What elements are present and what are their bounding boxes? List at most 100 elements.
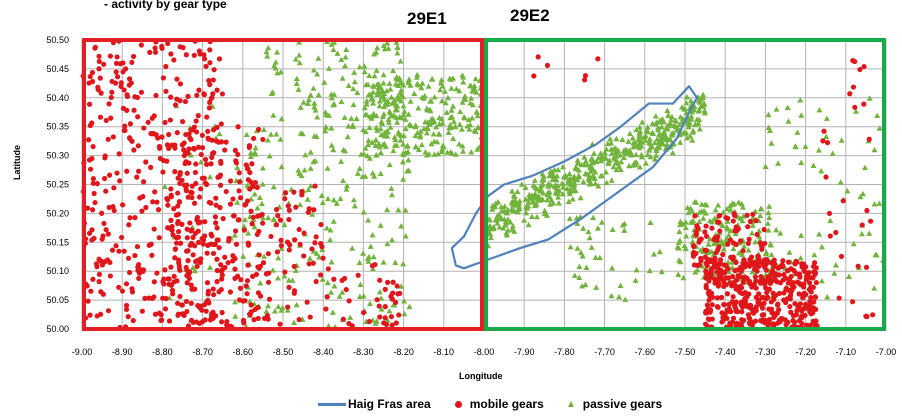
passive-gear-point — [231, 232, 238, 238]
legend-item-mobile-gears: mobile gears — [454, 397, 544, 411]
mobile-gear-point — [235, 151, 241, 158]
mobile-gear-point — [803, 277, 809, 283]
passive-gear-point — [664, 136, 671, 143]
passive-gear-point — [545, 183, 552, 189]
passive-gear-point — [373, 137, 380, 143]
x-axis-label: Longitude — [459, 371, 503, 381]
mobile-gear-point — [186, 146, 192, 152]
mobile-gear-point — [185, 248, 191, 254]
passive-gear-point — [363, 97, 370, 104]
passive-gear-point — [271, 62, 278, 69]
passive-gear-point — [344, 182, 351, 189]
passive-gear-point — [400, 176, 407, 182]
mobile-gear-point — [193, 258, 199, 265]
mobile-gear-point — [255, 264, 261, 270]
mobile-gear-point — [763, 267, 770, 273]
mobile-gear-point — [189, 240, 195, 247]
mobile-gear-point — [171, 279, 177, 285]
mobile-gear-point — [824, 140, 831, 146]
x-tick-label: -7.30 — [755, 347, 776, 357]
mobile-gear-point — [113, 243, 119, 249]
mobile-gear-point — [704, 262, 710, 269]
mobile-gear-point — [789, 283, 795, 289]
mobile-gear-point — [170, 291, 176, 297]
passive-gear-point — [559, 190, 566, 197]
passive-gear-point — [395, 206, 402, 213]
haig-fras-line-swatch — [318, 402, 346, 406]
mobile-gear-point — [122, 123, 128, 129]
mobile-gear-point — [301, 230, 307, 236]
mobile-gear-point — [726, 301, 732, 307]
mobile-gear-point — [807, 322, 813, 328]
mobile-gear-point — [93, 261, 100, 267]
passive-gear-point — [374, 88, 381, 94]
passive-gear-point — [622, 146, 629, 153]
passive-gear-point — [550, 200, 557, 206]
mobile-gear-point — [711, 236, 717, 243]
passive-gear-point — [465, 116, 472, 123]
passive-gear-point — [457, 108, 464, 115]
passive-gear-point — [555, 194, 562, 200]
mobile-gear-point — [179, 221, 185, 227]
mobile-gear-point — [140, 179, 147, 185]
passive-gear-point — [777, 230, 784, 236]
mobile-gear-point — [313, 278, 319, 285]
passive-gear-point — [579, 253, 586, 259]
passive-gear-point — [559, 163, 566, 170]
passive-gear-point — [460, 148, 467, 154]
mobile-gear-point — [244, 278, 251, 284]
legend: Haig Fras area mobile gears passive gear… — [318, 397, 662, 411]
passive-gear-point — [574, 245, 581, 251]
passive-gear-point — [689, 238, 696, 245]
mobile-gear-point — [210, 77, 216, 83]
passive-gear-point — [362, 111, 369, 118]
passive-gear-point — [580, 225, 587, 231]
x-tick-label: -8.40 — [313, 347, 334, 357]
mobile-gear-point — [750, 211, 756, 217]
haig-fras-line — [450, 85, 699, 270]
mobile-gear-point — [99, 262, 106, 268]
mobile-gear-point — [730, 315, 737, 321]
passive-gear-point — [380, 259, 387, 265]
passive-gear-point — [650, 130, 657, 137]
mobile-gear-point — [826, 210, 833, 217]
passive-gear-point — [334, 50, 341, 56]
passive-gear-point — [696, 116, 703, 123]
passive-gear-point — [431, 118, 438, 125]
passive-gear-point — [496, 224, 503, 230]
passive-gear-point — [560, 184, 567, 190]
passive-gear-point — [459, 99, 466, 105]
passive-gear-point — [749, 269, 756, 275]
passive-gear-point — [380, 80, 387, 86]
passive-gear-point — [708, 248, 715, 255]
passive-gear-point — [676, 237, 683, 243]
mobile-gear-point — [388, 314, 395, 320]
mobile-gear-point — [170, 142, 176, 149]
passive-gear-point — [570, 183, 577, 190]
mobile-gear-point — [733, 259, 739, 265]
mobile-gear-point — [268, 233, 274, 240]
mobile-gear-point — [773, 292, 779, 298]
mobile-gear-point — [253, 271, 260, 278]
mobile-gear-point — [131, 107, 137, 113]
mobile-gear-point — [694, 223, 700, 229]
mobile-gear-point — [312, 183, 318, 189]
passive-gear-point — [367, 113, 374, 120]
passive-gear-point — [254, 205, 261, 211]
passive-gear-point — [377, 170, 384, 176]
mobile-gear-point — [118, 80, 124, 86]
passive-gear-point — [775, 160, 782, 166]
mobile-gear-point — [250, 135, 257, 142]
passive-gear-point — [305, 96, 312, 103]
y-tick-label: 50.00 — [46, 324, 69, 334]
passive-gear-point — [590, 214, 597, 221]
mobile-gear-point — [798, 282, 804, 288]
mobile-gear-point — [753, 285, 759, 291]
passive-gear-point — [636, 124, 643, 130]
mobile-gear-point — [202, 219, 208, 225]
passive-gear-point — [696, 218, 703, 225]
mobile-gear-point — [857, 66, 863, 73]
mobile-gear-point — [376, 303, 382, 309]
mobile-gear-point — [273, 222, 280, 228]
passive-gear-point — [631, 140, 638, 146]
